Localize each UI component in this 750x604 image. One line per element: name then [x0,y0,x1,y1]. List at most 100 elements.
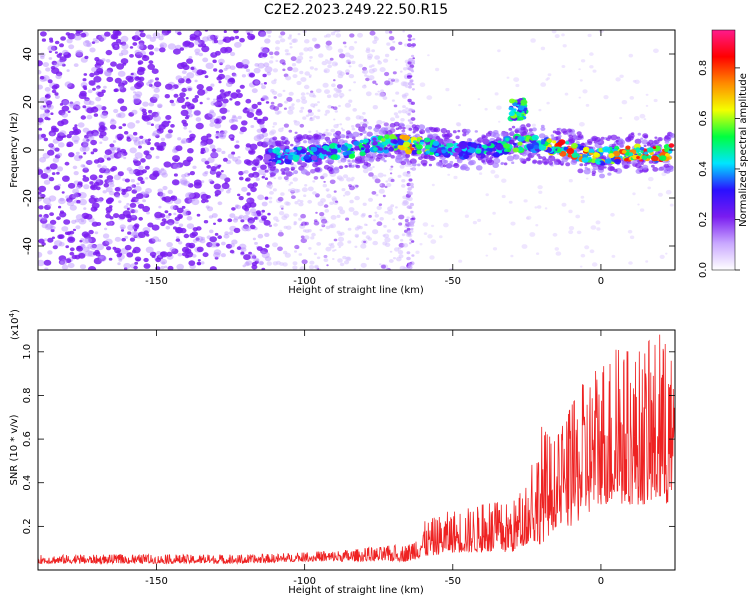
spectrogram-point [290,166,296,171]
spectrogram-point [82,246,90,253]
spectrogram-point [181,252,187,257]
spectrogram-point [596,227,601,231]
spectrogram-point [136,201,140,205]
spectrogram-ridge-point [392,139,398,144]
spectrogram-point [268,196,273,200]
spectrogram-point [194,39,202,46]
spectrogram-point [555,251,562,256]
spectrogram-point [214,100,223,108]
spectrogram-ridge-point [571,152,579,158]
spectrogram-point [193,30,202,37]
spectrogram-point [375,157,381,162]
spectrogram-point [75,30,84,34]
spectrogram-point [148,238,156,244]
spectrogram-point [330,215,337,220]
spectrogram-ridge-point [517,136,525,142]
spectrogram-point [200,147,206,152]
spectrogram-point [217,39,224,45]
spectrogram-point [639,208,645,212]
spectrogram-point [177,31,182,36]
spectrogram-point [307,46,314,52]
spectrogram-point [158,36,164,41]
spectrogram-ridge-point [628,152,634,157]
spectrogram-point [69,247,75,252]
spectrogram-point [403,158,409,163]
spectrogram-point [477,98,481,101]
spectrogram-point [145,188,152,194]
spectrogram-point [90,151,95,155]
spectrogram-point [287,109,294,115]
spectrogram-point [376,205,382,210]
spectrogram-point [619,143,625,148]
spectrogram-point [223,36,232,43]
spectrogram-point [92,148,98,153]
spectrogram-point [149,173,158,180]
spectrogram-point [196,84,204,90]
spectrogram-point [43,259,52,266]
spectrogram-point [382,96,388,100]
spectrogram-point [194,48,201,54]
spectrogram-point [246,192,251,196]
spectrogram-point [41,223,48,229]
spectrogram-point [382,194,386,198]
spectrogram-point [147,44,154,50]
spectrogram-point [248,218,253,223]
spectrogram-point [389,250,393,253]
spectrogram-point [145,153,152,160]
spectrogram-point [301,259,308,265]
spectrogram-point [168,213,172,216]
spectrogram-point [385,30,390,34]
spectrogram-point [63,219,71,225]
spectrogram-point [300,96,306,101]
spectrogram-point [115,194,121,199]
spectrogram-point [104,227,108,231]
spectrogram-point [94,231,99,235]
spectrogram-point [133,234,138,239]
spectrogram-point [212,59,217,64]
spectrogram-point [240,219,245,223]
spectrogram-point [377,90,381,93]
spectrogram-point [627,229,633,234]
spectrogram-point [584,142,589,146]
spectrogram-ridge-point [330,154,338,160]
spectrogram-point [38,259,45,267]
spectrogram-point [175,75,183,81]
spectrogram-point [324,89,330,94]
x-tick-label: -100 [293,276,316,287]
spectrogram-point [257,30,267,37]
spectrogram-point [345,69,350,74]
spectrogram-point [214,256,219,260]
spectrogram-point [161,196,167,201]
spectrogram-point [203,220,209,224]
spectrogram-point [90,206,98,212]
spectrogram-point [410,117,416,121]
spectrogram-point [132,231,140,238]
spectrogram-point [185,251,194,258]
spectrogram-point [48,50,53,53]
spectrogram-point [252,237,256,241]
spectrogram-point [647,186,651,190]
spectrogram-point [54,40,60,45]
spectrogram-point [327,132,332,137]
spectrogram-point [443,222,449,228]
spectrogram-point [255,177,260,181]
spectrogram-point [135,120,140,124]
spectrogram-ridge-point [493,152,500,158]
spectrogram-point [273,96,277,99]
spectrogram-point [540,126,546,131]
spectrogram-point [243,170,249,174]
spectrogram-point [342,41,347,45]
spectrogram-point [101,58,106,62]
spectrogram-ridge-point [557,141,564,146]
spectrogram-point [149,79,154,83]
y-tick-label: 0.6 [22,431,33,447]
spectrogram-point [63,52,72,59]
spectrogram-point [633,116,640,121]
spectrogram-point [294,137,301,143]
spectrogram-point [579,79,583,82]
spectrogram-point [54,51,58,54]
spectrogram-point [531,152,536,156]
spectrogram-point [220,170,224,173]
spectrogram-point [288,183,291,186]
spectrogram-point [392,78,395,80]
